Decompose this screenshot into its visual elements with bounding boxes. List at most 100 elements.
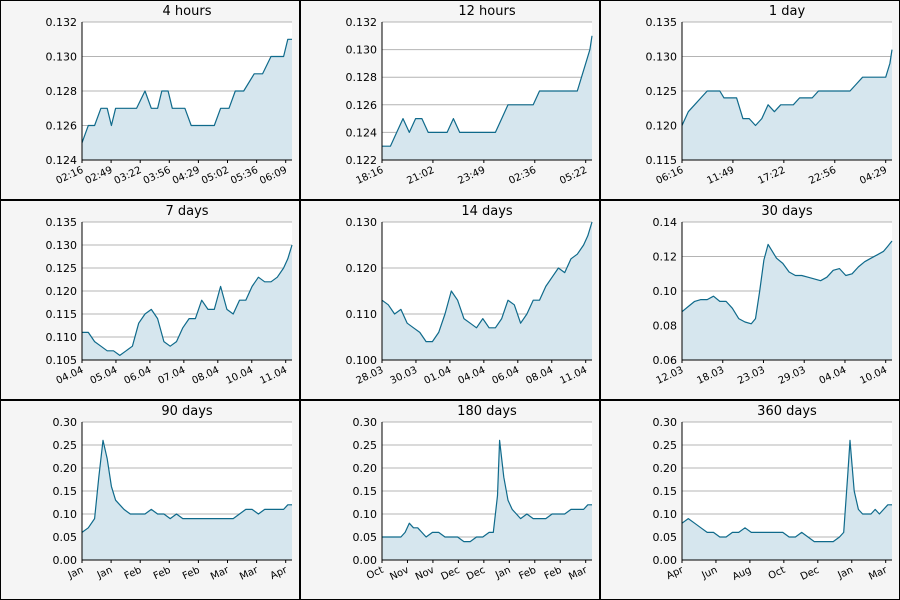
x-tick-label: 07.04: [157, 365, 188, 387]
y-tick-label: 0.125: [46, 262, 78, 275]
x-tick-label: 06:09: [258, 165, 289, 187]
chart-panel: 180 days 0.00 0.05 0.10 0.15 0.20 0.25 0.30 Oct N…: [300, 400, 600, 600]
y-tick-label: 0.115: [46, 308, 78, 321]
x-tick-label: 04:29: [858, 165, 889, 187]
y-tick-label: 0.08: [653, 320, 678, 333]
y-tick-label: 0.135: [46, 216, 78, 229]
x-tick-label: Nov: [414, 565, 436, 583]
y-tick-label: 0.06: [653, 354, 678, 367]
x-tick-label: 10.04: [224, 365, 255, 387]
x-tick-label: 04:29: [171, 165, 202, 187]
x-tick-label: 10.04: [858, 365, 889, 387]
chart-svg: 12 hours 0.122 0.124 0.126 0.128 0.130 0.132 18…: [346, 4, 593, 187]
series-area: [82, 440, 292, 560]
series-line: [82, 244, 293, 356]
x-tick-label: Feb: [123, 565, 144, 582]
chart-panel: 30 days 0.06 0.08 0.10 0.12 0.14 12.03 18.03 23.…: [600, 200, 900, 400]
x-tick-label: 08.04: [524, 365, 555, 387]
chart-panel: 1 day 0.115 0.120 0.125 0.130 0.135 06:16 11:49…: [600, 0, 900, 200]
y-tick-label: 0.25: [353, 439, 378, 452]
y-tick-label: 0.30: [653, 416, 678, 429]
chart-svg: 1 day 0.115 0.120 0.125 0.130 0.135 06:16 11:49…: [646, 4, 893, 187]
x-tick-label: Jan: [66, 565, 86, 582]
x-tick-label: Oct: [767, 565, 787, 582]
y-tick-label: 0.130: [46, 239, 78, 252]
chart-title: 360 days: [757, 404, 817, 419]
y-tick-label: 0.05: [353, 531, 378, 544]
x-tick-label: 29.03: [777, 365, 808, 387]
chart-title: 180 days: [457, 404, 517, 419]
y-tick-label: 0.126: [346, 99, 378, 112]
x-tick-label: Feb: [543, 565, 564, 582]
y-tick-label: 0.120: [46, 285, 78, 298]
x-tick-label: Jun: [700, 565, 720, 582]
series-line: [381, 221, 593, 343]
y-tick-label: 0.05: [653, 531, 678, 544]
x-tick-label: Feb: [517, 565, 538, 582]
x-tick-label: 23:49: [456, 165, 487, 187]
chart-svg: 7 days 0.105 0.110 0.115 0.120 0.125 0.130 0.13…: [46, 204, 293, 387]
x-tick-label: 28.03: [355, 365, 386, 387]
x-tick-label: 05:36: [229, 165, 260, 187]
y-tick-label: 0.130: [346, 44, 378, 57]
y-tick-label: 0.124: [346, 126, 378, 139]
x-tick-label: Mar: [238, 564, 261, 582]
chart-panel: 90 days 0.00 0.05 0.10 0.15 0.20 0.25 0.30 Jan Ja…: [0, 400, 300, 600]
series-line: [382, 35, 593, 147]
y-tick-label: 0.132: [46, 16, 78, 29]
y-tick-label: 0.20: [653, 462, 678, 475]
x-tick-label: 18.03: [695, 365, 726, 387]
y-tick-label: 0.05: [53, 531, 78, 544]
x-tick-label: Jan: [95, 565, 115, 582]
x-tick-label: 22:56: [807, 165, 838, 187]
x-tick-label: 03:22: [113, 165, 144, 187]
y-tick-label: 0.110: [46, 331, 78, 344]
series-line: [81, 38, 292, 144]
x-tick-label: 01.04: [423, 365, 454, 387]
y-tick-label: 0.120: [346, 262, 378, 275]
y-tick-label: 0.30: [353, 416, 378, 429]
series-area: [382, 35, 592, 160]
series-line: [681, 49, 893, 127]
y-tick-label: 0.122: [346, 154, 378, 167]
y-tick-label: 0.125: [646, 85, 678, 98]
y-tick-label: 0.15: [53, 485, 78, 498]
series-area: [82, 39, 292, 160]
y-tick-label: 0.00: [653, 554, 678, 567]
x-tick-label: 21:02: [405, 165, 436, 187]
chart-title: 12 hours: [458, 4, 515, 19]
y-tick-label: 0.130: [46, 51, 78, 64]
x-tick-label: 02:36: [507, 165, 538, 187]
chart-title: 4 hours: [163, 4, 212, 19]
series-area: [82, 245, 292, 360]
y-tick-label: 0.105: [46, 354, 78, 367]
chart-panel: 14 days 0.100 0.110 0.120 0.130 28.03 30.03 01.…: [300, 200, 600, 400]
x-tick-label: Mar: [209, 564, 232, 582]
series-line: [681, 439, 892, 543]
x-tick-label: Nov: [388, 565, 410, 583]
x-tick-label: Apr: [269, 564, 290, 582]
x-tick-label: 05.04: [89, 365, 120, 387]
x-tick-label: Feb: [181, 565, 202, 582]
x-tick-label: 04.04: [818, 365, 849, 387]
y-tick-label: 0.128: [46, 85, 78, 98]
y-tick-label: 0.10: [653, 285, 678, 298]
y-tick-label: 0.130: [346, 216, 378, 229]
chart-title: 7 days: [165, 204, 208, 219]
x-tick-label: 02:16: [54, 165, 85, 187]
x-tick-label: Dec: [799, 565, 821, 583]
y-tick-label: 0.12: [653, 251, 678, 264]
x-tick-label: Apr: [665, 564, 686, 582]
x-tick-label: Feb: [152, 565, 173, 582]
series-line: [382, 439, 592, 543]
chart-title: 14 days: [461, 204, 513, 219]
y-tick-label: 0.00: [353, 554, 378, 567]
x-tick-label: Oct: [365, 565, 385, 582]
x-tick-label: 08.04: [190, 365, 221, 387]
x-tick-label: Jan: [835, 565, 855, 582]
x-tick-label: 11.04: [258, 365, 289, 387]
chart-svg: 360 days 0.00 0.05 0.10 0.15 0.20 0.25 0.30 Apr J…: [653, 404, 892, 583]
x-tick-label: 17:22: [756, 165, 787, 187]
y-tick-label: 0.132: [346, 16, 378, 29]
